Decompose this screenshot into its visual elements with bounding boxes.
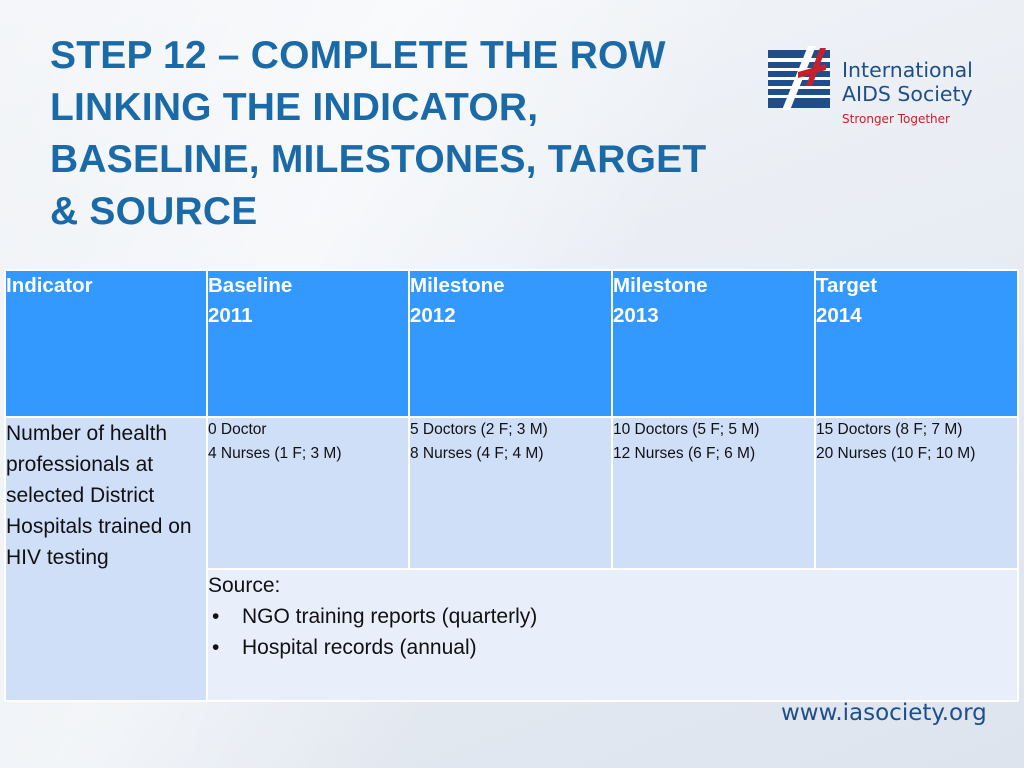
ias-logo: International AIDS Society Stronger Toge… xyxy=(768,44,998,134)
header-year: 2013 xyxy=(613,304,659,327)
title-line: STEP 12 – COMPLETE THE ROW xyxy=(50,34,666,77)
value-nurses: 8 Nurses (4 F; 4 M) xyxy=(410,445,544,462)
target-2014-cell: 15 Doctors (8 F; 7 M) 20 Nurses (10 F; 1… xyxy=(814,416,1019,570)
ias-logo-mark-icon xyxy=(768,46,830,110)
table-row: Number of health professionals at select… xyxy=(4,416,1019,702)
baseline-cell: 0 Doctor 4 Nurses (1 F; 3 M) xyxy=(206,416,410,570)
value-nurses: 12 Nurses (6 F; 6 M) xyxy=(613,445,756,462)
logo-name-line2: AIDS Society xyxy=(842,82,973,106)
value-nurses: 4 Nurses (1 F; 3 M) xyxy=(208,445,342,462)
header-cell-milestone-2012: Milestone 2012 xyxy=(408,269,613,418)
header-label: Baseline xyxy=(208,274,293,297)
indicator-table: Indicator Baseline 2011 Milestone 2012 M… xyxy=(4,269,1019,702)
title-line: LINKING THE INDICATOR, xyxy=(50,86,539,129)
value-doctors: 0 Doctor xyxy=(208,421,267,438)
milestone-2013-cell: 10 Doctors (5 F; 5 M) 12 Nurses (6 F; 6 … xyxy=(611,416,816,570)
source-item: NGO training reports (quarterly) xyxy=(208,601,1017,632)
table-header-row: Indicator Baseline 2011 Milestone 2012 M… xyxy=(4,269,1019,418)
logo-tagline: Stronger Together xyxy=(842,112,950,126)
footer-website-url: www.iasociety.org xyxy=(781,700,987,726)
header-cell-milestone-2013: Milestone 2013 xyxy=(611,269,816,418)
source-label: Source: xyxy=(208,574,281,597)
indicator-cell: Number of health professionals at select… xyxy=(4,416,208,702)
header-label: Indicator xyxy=(6,274,93,297)
header-label: Milestone xyxy=(410,274,505,297)
title-line: & SOURCE xyxy=(50,190,258,233)
logo-name-line1: International xyxy=(842,58,973,82)
header-year: 2014 xyxy=(816,304,862,327)
value-nurses: 20 Nurses (10 F; 10 M) xyxy=(816,445,976,462)
header-year: 2012 xyxy=(410,304,456,327)
value-doctors: 10 Doctors (5 F; 5 M) xyxy=(613,421,760,438)
header-year: 2011 xyxy=(208,304,253,327)
source-cell: Source: NGO training reports (quarterly)… xyxy=(206,568,1019,702)
header-cell-baseline: Baseline 2011 xyxy=(206,269,410,418)
title-line: BASELINE, MILESTONES, TARGET xyxy=(50,138,707,181)
value-doctors: 15 Doctors (8 F; 7 M) xyxy=(816,421,963,438)
header-label: Milestone xyxy=(613,274,708,297)
header-cell-target: Target 2014 xyxy=(814,269,1019,418)
milestone-2012-cell: 5 Doctors (2 F; 3 M) 8 Nurses (4 F; 4 M) xyxy=(408,416,613,570)
source-row: Source: NGO training reports (quarterly)… xyxy=(5,568,1019,702)
source-item: Hospital records (annual) xyxy=(208,632,1017,663)
slide-title: STEP 12 – COMPLETE THE ROW LINKING THE I… xyxy=(50,30,770,238)
header-label: Target xyxy=(816,274,878,297)
value-doctors: 5 Doctors (2 F; 3 M) xyxy=(410,421,548,438)
header-cell-indicator: Indicator xyxy=(4,269,208,418)
